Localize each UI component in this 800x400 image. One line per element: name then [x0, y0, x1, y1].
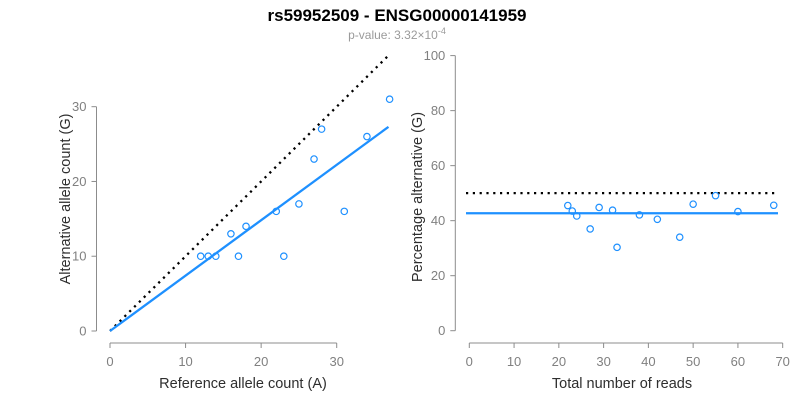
y-tick-label: 30	[72, 99, 86, 114]
y-tick-label: 40	[431, 213, 445, 228]
data-point	[653, 215, 662, 224]
pvalue-text: p-value: 3.32×10	[348, 28, 438, 42]
data-point	[211, 252, 220, 261]
data-point	[608, 206, 617, 215]
y-tick-label: 20	[72, 174, 86, 189]
y-tick-label: 60	[431, 158, 445, 173]
x-axis-title: Total number of reads	[552, 376, 692, 392]
data-point	[317, 125, 326, 133]
x-tick-label: 30	[329, 354, 343, 369]
x-axis-title: Reference allele count (A)	[159, 376, 327, 392]
data-point	[242, 222, 250, 231]
pvalue-exponent: -4	[437, 26, 446, 36]
percentage-plot: 0 10 20 30 40 50 60 70 0 20 40 60 80 100 Total number …	[410, 48, 790, 392]
x-tick-label: 0	[106, 354, 113, 369]
data-point	[568, 207, 577, 215]
data-point	[586, 225, 594, 233]
data-point	[295, 200, 303, 208]
x-tick-label: 40	[641, 354, 655, 369]
data-point	[613, 243, 621, 252]
figure-title: rs59952509 - ENSG00000141959	[267, 6, 527, 25]
data-point	[675, 233, 684, 241]
identity-line	[109, 54, 390, 332]
y-tick-label: 0	[438, 323, 445, 338]
y-tick-label: 80	[431, 103, 445, 118]
x-tick-label: 50	[686, 354, 700, 369]
data-point	[234, 252, 243, 261]
fit-line	[109, 125, 390, 332]
data-point	[572, 212, 581, 220]
data-point	[734, 207, 742, 216]
data-point	[227, 229, 235, 238]
x-tick-label: 70	[775, 354, 789, 369]
y-axis-title: Percentage alternative (G)	[410, 112, 426, 282]
x-tick-label: 60	[731, 354, 745, 369]
y-tick-label: 20	[431, 268, 445, 283]
x-tick-label: 10	[507, 354, 521, 369]
data-point	[363, 132, 371, 141]
x-tick-label: 0	[466, 354, 473, 369]
figure-subtitle: p-value: 3.32×10-4	[0, 26, 794, 42]
x-tick-label: 20	[254, 354, 268, 369]
y-tick-label: 0	[79, 324, 86, 339]
y-tick-label: 10	[72, 249, 86, 264]
data-point	[272, 207, 281, 216]
y-axis-title: Alternative allele count (G)	[58, 114, 74, 285]
data-point	[196, 252, 205, 261]
data-point	[769, 201, 778, 210]
data-point	[711, 191, 720, 200]
x-tick-label: 10	[178, 354, 192, 369]
x-tick-label: 30	[596, 354, 610, 369]
y-tick-label: 100	[424, 48, 446, 63]
data-point	[635, 211, 644, 219]
data-point	[385, 95, 394, 104]
data-point	[595, 203, 603, 212]
data-point	[340, 207, 349, 216]
data-point	[310, 155, 318, 163]
data-point	[689, 200, 697, 208]
data-point	[204, 252, 213, 261]
data-point	[563, 201, 572, 210]
x-tick-label: 20	[552, 354, 566, 369]
data-point	[280, 252, 288, 261]
